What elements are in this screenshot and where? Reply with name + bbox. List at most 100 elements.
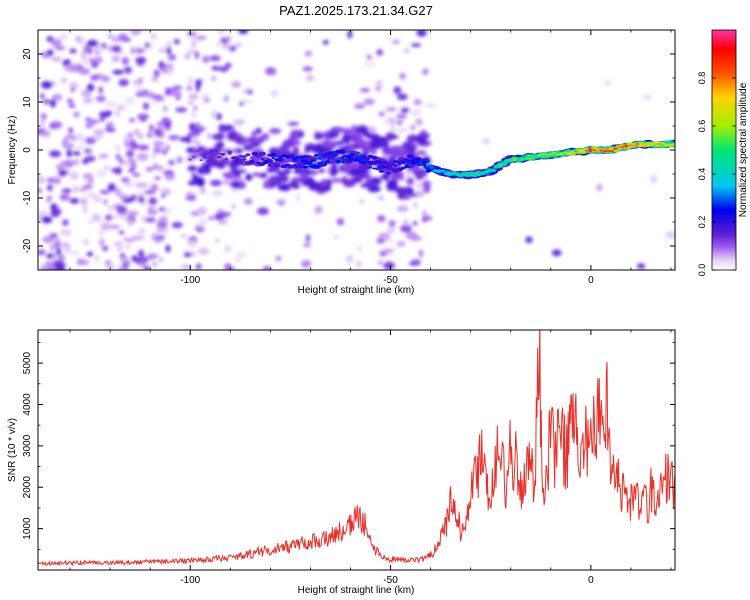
- spectrogram-cell: [347, 30, 353, 39]
- spectrogram-cell: [151, 76, 159, 82]
- ridge-cell: [389, 167, 395, 171]
- ridge-cell: [574, 150, 578, 153]
- spectrogram-cell: [650, 175, 657, 184]
- ridge-cell: [394, 164, 398, 167]
- spectrogram-cell: [158, 126, 165, 133]
- colorbar-tick-label: 0.6: [697, 120, 707, 133]
- ridge-cell: [487, 170, 492, 173]
- spectrogram-cell: [551, 249, 562, 257]
- ridge-cell: [271, 157, 276, 160]
- spectrogram-cell: [424, 103, 437, 108]
- ridge-cell: [216, 155, 222, 159]
- spectrogram-cell: [244, 198, 253, 205]
- colorbar-tick-label: 0.8: [697, 72, 707, 85]
- ridge-cell: [660, 142, 665, 145]
- spectrogram-cell: [171, 221, 183, 229]
- ridge-cell: [650, 143, 654, 146]
- spectrogram-cell: [62, 159, 74, 168]
- spectrogram-cell: [50, 38, 62, 47]
- spectrogram-cell: [396, 240, 406, 247]
- ridge-cell: [617, 146, 622, 149]
- spectrogram-cell: [118, 193, 129, 200]
- spectrogram-cell: [187, 100, 194, 106]
- spectrogram-cell: [333, 235, 339, 240]
- spectrogram-cell: [105, 101, 118, 107]
- spectrogram-cell: [359, 88, 371, 93]
- ridge-cell: [295, 155, 302, 159]
- spectrogram-cell: [83, 177, 88, 182]
- ridge-cell: [403, 158, 411, 163]
- ridge-cell: [527, 157, 531, 160]
- spectrogram-cell: [250, 142, 261, 148]
- spectrogram-cell: [114, 167, 123, 172]
- ridge-cell: [646, 144, 650, 147]
- spectrogram-cell: [99, 111, 110, 119]
- spectrogram-cell: [162, 105, 168, 112]
- spectrogram-cell: [166, 47, 172, 55]
- spectrogram-cell: [231, 187, 238, 194]
- spectrogram-cell: [137, 144, 150, 151]
- spectrogram-cell: [225, 62, 232, 69]
- spectrogram-cell: [77, 37, 85, 46]
- spectrogram-cell: [377, 195, 385, 201]
- spectrogram-cell: [76, 258, 86, 266]
- snr-y-axis-label: SNR (10 * v/v): [7, 418, 18, 482]
- ridge-cell: [365, 161, 369, 164]
- spectrogram-y-ticks: -20 -10 0 10 20: [22, 29, 675, 271]
- spectrogram-cell: [145, 217, 156, 223]
- spectrogram-cell: [360, 199, 365, 204]
- spectrogram-cell: [79, 197, 88, 205]
- spectrogram-cell: [111, 45, 122, 53]
- ridge-cell: [314, 163, 319, 165]
- spectrogram-cell: [223, 173, 237, 180]
- ridge-cell: [300, 159, 304, 162]
- spectrogram-cell: [158, 216, 168, 224]
- spectrogram-cell: [126, 210, 139, 217]
- spectrogram-cell: [53, 260, 64, 268]
- ridge-cell: [642, 144, 647, 146]
- ridge-cell: [480, 173, 485, 176]
- spectrogram-cell: [138, 195, 145, 204]
- ridge-cell: [228, 152, 232, 155]
- spectrogram-cell: [128, 118, 136, 123]
- ridge-cell: [210, 149, 214, 152]
- ridge-cell: [544, 155, 550, 158]
- spectrogram-cell: [406, 177, 415, 186]
- spectrogram-cell: [46, 177, 56, 183]
- spectrogram-cell: [149, 124, 154, 132]
- spectrogram-cell: [145, 167, 154, 172]
- spectrogram-cell: [93, 195, 102, 203]
- ridge-cell: [419, 162, 423, 165]
- spectrogram-cell: [202, 55, 210, 64]
- spectrogram-cell: [58, 169, 67, 177]
- spectrogram-cell: [397, 93, 408, 101]
- spectrogram-cell: [88, 57, 94, 63]
- spectrogram-cell: [84, 137, 96, 145]
- spectrogram-cell: [319, 179, 329, 187]
- spectrogram-cell: [131, 255, 138, 262]
- ridge-cell: [205, 154, 211, 158]
- spectrogram-cell: [117, 267, 129, 270]
- spectrogram-cell: [87, 148, 93, 155]
- spectrogram-cell: [130, 140, 136, 150]
- ridge-cell: [385, 171, 392, 175]
- spectrogram-cell: [642, 94, 652, 100]
- spectrogram-cell: [83, 60, 88, 65]
- ridge-cell: [253, 153, 257, 155]
- spectrogram-cell: [50, 209, 61, 218]
- spectrogram-cell: [69, 198, 80, 204]
- y-tick-label: 1000: [22, 517, 33, 540]
- spectrogram-cell: [418, 249, 424, 258]
- ridge-cell: [347, 152, 351, 155]
- spectrogram-cell: [51, 121, 63, 129]
- spectrogram-cell: [424, 215, 433, 221]
- spectrogram-cell: [224, 244, 232, 253]
- ridge-cell: [278, 158, 283, 161]
- spectrogram-cell: [38, 175, 46, 184]
- spectrogram-cell: [40, 112, 47, 121]
- y-tick-label: 3000: [22, 434, 33, 457]
- spectrogram-cell: [208, 216, 214, 221]
- spectrogram-cell: [401, 141, 414, 151]
- spectrogram-cell: [154, 128, 160, 137]
- ridge-cell: [430, 166, 434, 169]
